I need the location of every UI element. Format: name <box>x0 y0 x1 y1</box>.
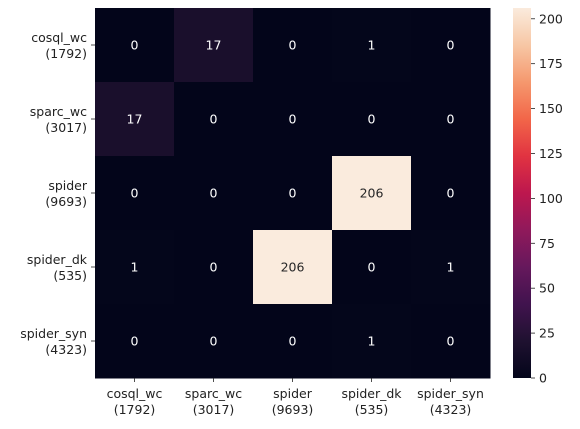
row-tick-label-4: spider_syn (4323) <box>20 326 87 357</box>
colorbar-tick-label-1: 25 <box>539 326 555 341</box>
cell-value-label-r3-c1: 0 <box>210 260 218 275</box>
cell-value-label-r3-c0: 1 <box>131 260 139 275</box>
column-tick-label-1: sparc_wc (3017) <box>185 386 242 417</box>
heatmap-cell-r2-c0 <box>95 156 175 231</box>
heatmap-cell-r3-c1 <box>174 230 254 305</box>
colorbar-tick-label-0: 0 <box>539 371 547 386</box>
heatmap-cell-r2-c1 <box>174 156 254 231</box>
cell-value-label-r3-c2: 206 <box>281 260 305 275</box>
cell-value-label-r4-c4: 0 <box>447 334 455 349</box>
colorbar-gradient <box>513 8 531 378</box>
colorbar-tick-label-2: 50 <box>539 281 555 296</box>
heatmap-cell-r4-c3 <box>332 304 412 379</box>
colorbar-tick-label-8: 200 <box>539 11 563 26</box>
heatmap-cell-r1-c2 <box>253 82 333 157</box>
heatmap-cell-r4-c1 <box>174 304 254 379</box>
cell-value-label-r1-c3: 0 <box>368 112 376 127</box>
cell-value-label-r0-c0: 0 <box>131 38 139 53</box>
colorbar-tick-label-5: 125 <box>539 146 563 161</box>
heatmap-cell-r1-c4 <box>411 82 491 157</box>
heatmap-cell-r0-c4 <box>411 8 491 83</box>
heatmap-cell-r0-c0 <box>95 8 175 83</box>
cell-value-label-r0-c4: 0 <box>447 38 455 53</box>
cell-value-labels: 0 17 0 1 0 17 0 0 0 0 0 0 0 206 0 1 0 206 0 1 0 0 0 1 0 <box>127 38 455 349</box>
colorbar-tick-label-7: 175 <box>539 56 563 71</box>
cell-value-label-r0-c2: 0 <box>289 38 297 53</box>
cell-value-label-r1-c1: 0 <box>210 112 218 127</box>
cell-value-label-r4-c0: 0 <box>131 334 139 349</box>
cell-value-label-r2-c2: 0 <box>289 186 297 201</box>
colorbar: 0 25 50 75 100 125 150 175 200 <box>513 8 563 386</box>
colorbar-tick-label-3: 75 <box>539 236 555 251</box>
cell-value-label-r1-c2: 0 <box>289 112 297 127</box>
cell-value-label-r1-c0: 17 <box>127 112 143 127</box>
column-tick-label-0: cosql_wc (1792) <box>107 386 163 417</box>
heatmap-cell-r4-c4 <box>411 304 491 379</box>
cell-value-label-r2-c3: 206 <box>360 186 384 201</box>
heatmap-cell-r2-c2 <box>253 156 333 231</box>
heatmap-cell-r0-c1 <box>174 8 254 83</box>
row-tick-label-2: spider (9693) <box>45 178 87 209</box>
cell-value-label-r3-c3: 0 <box>368 260 376 275</box>
heatmap-cell-r4-c2 <box>253 304 333 379</box>
cell-value-label-r4-c2: 0 <box>289 334 297 349</box>
row-tick-label-1: sparc_wc (3017) <box>30 104 87 135</box>
heatmap-cell-r2-c4 <box>411 156 491 231</box>
cell-value-label-r0-c3: 1 <box>368 38 376 53</box>
heatmap-cell-r0-c3 <box>332 8 412 83</box>
heatmap-cell-r2-c3 <box>332 156 412 231</box>
heatmap-grid <box>95 8 491 379</box>
cell-value-label-r2-c4: 0 <box>447 186 455 201</box>
column-tick-label-4: spider_syn (4323) <box>417 386 484 417</box>
heatmap-cell-r1-c1 <box>174 82 254 157</box>
cell-value-label-r4-c3: 1 <box>368 334 376 349</box>
row-tick-labels: cosql_wc (1792) sparc_wc (3017) spider (9693)… <box>20 30 95 357</box>
heatmap-cell-r3-c2 <box>253 230 333 305</box>
column-tick-label-3: spider_dk (535) <box>341 386 402 417</box>
heatmap-cell-r0-c2 <box>253 8 333 83</box>
heatmap-cell-r1-c3 <box>332 82 412 157</box>
heatmap-cell-r3-c4 <box>411 230 491 305</box>
heatmap-cell-r1-c0 <box>95 82 175 157</box>
column-tick-label-2: spider (9693) <box>272 386 314 417</box>
colorbar-tick-label-4: 100 <box>539 191 563 206</box>
heatmap-cell-r3-c0 <box>95 230 175 305</box>
cell-value-label-r2-c0: 0 <box>131 186 139 201</box>
heatmap-cell-r4-c0 <box>95 304 175 379</box>
cell-value-label-r2-c1: 0 <box>210 186 218 201</box>
row-tick-label-3: spider_dk (535) <box>27 252 88 283</box>
cell-value-label-r4-c1: 0 <box>210 334 218 349</box>
cell-value-label-r0-c1: 17 <box>206 38 222 53</box>
heatmap-cell-r3-c3 <box>332 230 412 305</box>
cell-value-label-r1-c4: 0 <box>447 112 455 127</box>
row-tick-label-0: cosql_wc (1792) <box>31 30 87 61</box>
colorbar-tick-label-6: 150 <box>539 101 563 116</box>
cell-value-label-r3-c4: 1 <box>447 260 455 275</box>
column-tick-labels: cosql_wc (1792) sparc_wc (3017) spider (9693)… <box>107 378 484 417</box>
